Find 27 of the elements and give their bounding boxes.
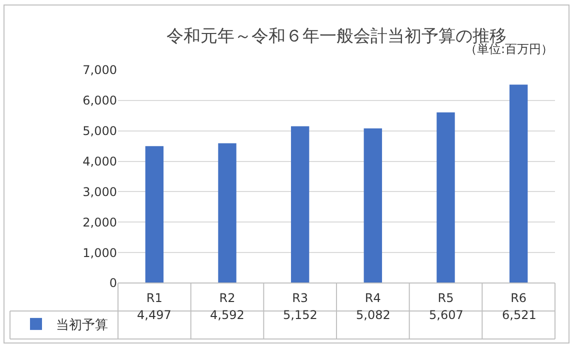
x-tick-label: R5 — [438, 291, 454, 305]
bar — [436, 112, 455, 283]
data-label: 4,592 — [210, 308, 244, 322]
y-tick-label: 0 — [109, 276, 117, 290]
data-label: 6,521 — [502, 308, 536, 322]
y-tick-label: 4,000 — [82, 154, 117, 168]
legend-label: 当初予算 — [56, 318, 108, 334]
data-label: 4,497 — [137, 308, 172, 322]
bar — [364, 128, 382, 283]
x-tick-label: R4 — [364, 291, 381, 305]
x-tick-label: R3 — [292, 291, 308, 305]
y-tick-label: 1,000 — [82, 246, 117, 260]
bar — [145, 146, 164, 283]
y-tick-label: 5,000 — [82, 124, 117, 138]
y-tick-label: 7,000 — [82, 63, 117, 78]
data-label: 5,082 — [356, 308, 390, 322]
y-tick-label: 3,000 — [82, 184, 117, 199]
bar — [218, 143, 236, 283]
x-tick-label: R2 — [219, 291, 236, 305]
y-tick-label: 6,000 — [82, 94, 117, 108]
y-tick-label: 2,000 — [82, 215, 117, 230]
x-tick-label: R1 — [146, 291, 162, 305]
data-label: 5,607 — [429, 308, 464, 322]
bar — [290, 126, 310, 283]
data-label: 5,152 — [283, 308, 318, 322]
x-tick-label: R6 — [510, 291, 527, 305]
bar — [509, 84, 528, 283]
